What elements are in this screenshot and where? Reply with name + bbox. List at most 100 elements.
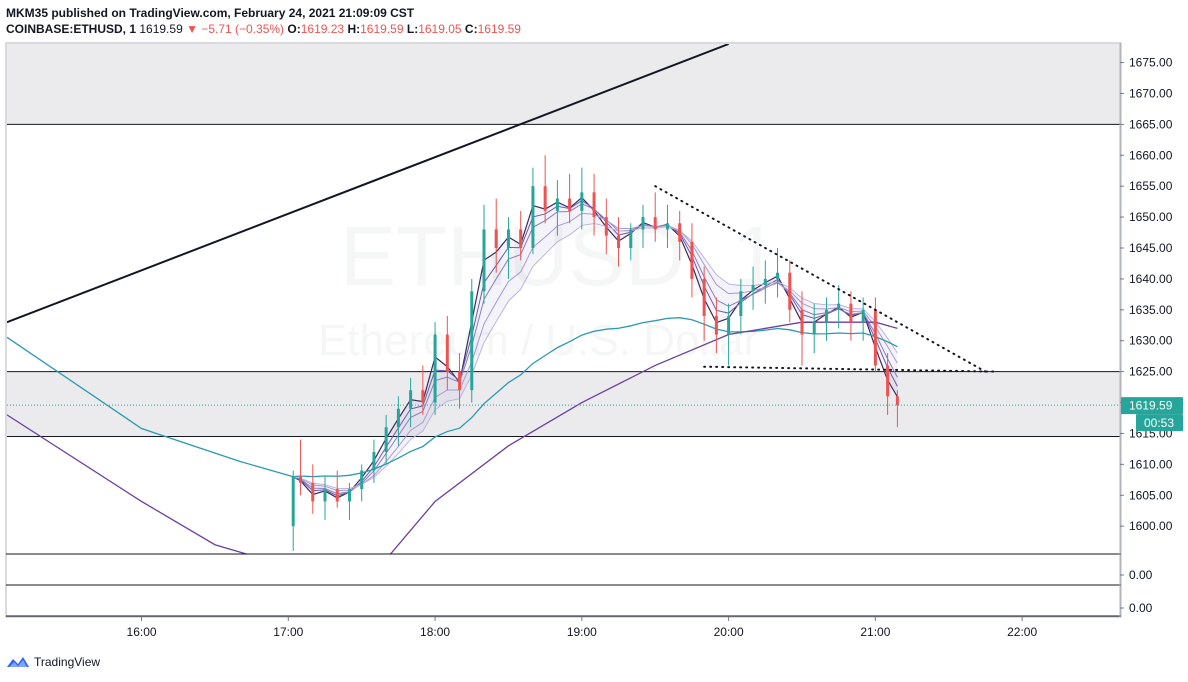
chart-header: MKM35 published on TradingView.com, Febr… <box>6 5 521 37</box>
candle <box>653 192 657 242</box>
y-tick-label: 1670.00 <box>1129 86 1173 100</box>
candle-body <box>739 291 743 316</box>
candle <box>580 167 584 230</box>
zone-box-1 <box>7 371 1120 437</box>
candle-body <box>617 235 621 248</box>
y-tick-label: 1660.00 <box>1129 148 1173 162</box>
candle-body <box>812 322 816 335</box>
price-tag-value: 1619.59 <box>1129 399 1173 413</box>
countdown-value: 00:53 <box>1144 416 1174 430</box>
x-tick-label: 21:00 <box>860 625 890 639</box>
candle-body <box>470 291 474 391</box>
candle-body <box>763 278 767 286</box>
candle <box>604 198 608 255</box>
candle-body <box>506 229 510 248</box>
y-tick-label: 1600.00 <box>1129 519 1173 533</box>
candle <box>886 353 890 415</box>
chart-pane-border <box>5 42 1122 618</box>
symbol-label: COINBASE:ETHUSD, 1 <box>6 22 137 36</box>
candle <box>849 291 853 341</box>
candle-body <box>580 192 584 211</box>
candle-body <box>895 396 899 406</box>
candle <box>739 278 743 335</box>
candle-body <box>311 482 315 502</box>
candle-body <box>690 241 694 279</box>
tradingview-logo-icon <box>7 657 29 667</box>
candle <box>311 464 315 514</box>
candle <box>727 303 731 366</box>
candle <box>506 217 510 279</box>
candles-layer <box>291 155 899 551</box>
price-tag-box <box>1121 397 1183 415</box>
subpanes-layer <box>6 553 1121 617</box>
candle <box>751 266 755 310</box>
candle-body <box>433 334 437 403</box>
y-tick-label: 1655.00 <box>1129 179 1173 193</box>
candle <box>372 439 376 483</box>
candle-body <box>641 217 645 230</box>
candle-body <box>727 316 731 335</box>
candle <box>458 353 462 409</box>
candle <box>360 464 364 502</box>
ma-fill-layer <box>293 197 898 498</box>
price-axis[interactable]: 1600.001605.001610.001615.001620.001625.… <box>1119 43 1173 617</box>
y-tick-label: 1640.00 <box>1129 272 1173 286</box>
candle-body <box>568 198 572 211</box>
ma-purple-line <box>7 321 898 554</box>
zone-box-0 <box>7 44 1120 125</box>
candle-body <box>861 309 865 323</box>
tradingview-brand: TradingView <box>34 655 101 669</box>
subpane-1-value: 0.00 <box>1129 568 1153 582</box>
candle <box>629 223 633 261</box>
candle-body <box>555 198 559 211</box>
publisher-text: MKM35 published on TradingView.com, Febr… <box>6 6 415 20</box>
candle <box>323 476 327 520</box>
ma-ribbon-fill <box>293 197 898 498</box>
candle-body <box>347 489 351 502</box>
candle-body <box>372 452 376 471</box>
candle-body <box>824 309 828 323</box>
ema-line-3 <box>293 199 898 497</box>
candle <box>421 365 425 415</box>
candle-body <box>291 476 295 527</box>
candle-body <box>665 223 669 230</box>
candle <box>690 223 694 298</box>
candle <box>568 173 572 224</box>
open-value: 1619.23 <box>300 22 345 36</box>
open-label: O: <box>287 22 301 36</box>
candle <box>482 204 486 304</box>
y-tick-label: 1665.00 <box>1129 117 1173 131</box>
candle-body <box>788 272 792 310</box>
candle-body <box>800 309 804 335</box>
trendline-solid <box>7 44 729 324</box>
candle <box>861 297 865 341</box>
y-tick-label: 1650.00 <box>1129 210 1173 224</box>
y-tick-label: 1610.00 <box>1129 457 1173 471</box>
y-tick-label: 1675.00 <box>1129 56 1173 70</box>
x-tick-label: 22:00 <box>1007 625 1037 639</box>
candle <box>347 482 351 520</box>
candle-body <box>360 470 364 490</box>
countdown-box <box>1136 414 1183 432</box>
candle <box>592 173 596 236</box>
candle-body <box>873 309 877 366</box>
last-price: 1619.59 <box>139 22 183 36</box>
candle-body <box>702 278 706 316</box>
candle <box>494 198 498 273</box>
y-tick-label: 1645.00 <box>1129 241 1173 255</box>
candle-body <box>421 390 425 403</box>
y-tick-label: 1635.00 <box>1129 303 1173 317</box>
candle-body <box>384 427 388 452</box>
close-value: 1619.59 <box>477 22 521 36</box>
low-value: 1619.05 <box>418 22 462 36</box>
candle-body <box>299 476 303 483</box>
time-axis[interactable]: 16:00 17:00 18:00 19:00 20:00 21:00 22:00 <box>127 617 1038 639</box>
candle <box>519 210 523 261</box>
candle <box>384 414 388 465</box>
footer[interactable]: TradingView <box>6 655 100 669</box>
candle <box>812 303 816 354</box>
candle <box>788 260 792 323</box>
candle <box>531 167 535 255</box>
candle <box>895 390 899 428</box>
